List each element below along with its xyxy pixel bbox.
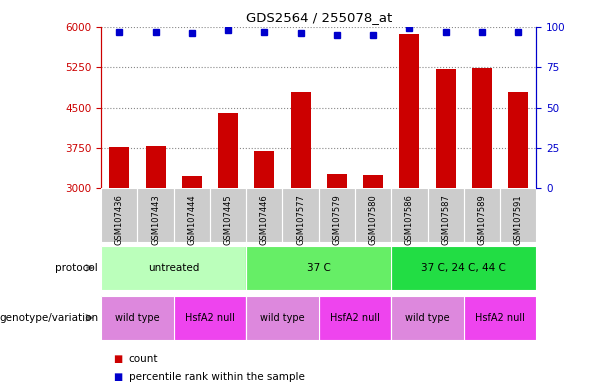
Bar bbox=[319, 296, 391, 340]
Bar bbox=[472, 68, 492, 188]
Text: protocol: protocol bbox=[55, 263, 98, 273]
Bar bbox=[246, 296, 319, 340]
Bar bbox=[283, 188, 319, 242]
Text: GSM107577: GSM107577 bbox=[296, 195, 305, 245]
Bar bbox=[182, 176, 202, 188]
Title: GDS2564 / 255078_at: GDS2564 / 255078_at bbox=[246, 11, 392, 24]
Bar bbox=[137, 188, 173, 242]
Text: HsfA2 null: HsfA2 null bbox=[330, 313, 380, 323]
Bar bbox=[400, 35, 419, 188]
Text: count: count bbox=[129, 354, 158, 364]
Bar bbox=[283, 188, 319, 242]
Bar bbox=[173, 296, 246, 340]
Bar bbox=[246, 296, 319, 340]
Bar bbox=[355, 188, 391, 242]
Bar bbox=[254, 151, 275, 188]
Text: untreated: untreated bbox=[148, 263, 199, 273]
Text: HsfA2 null: HsfA2 null bbox=[475, 313, 525, 323]
Bar bbox=[137, 188, 173, 242]
Bar bbox=[246, 246, 391, 290]
Bar bbox=[319, 296, 391, 340]
Bar bbox=[500, 188, 536, 242]
Bar bbox=[436, 69, 455, 188]
Text: GSM107579: GSM107579 bbox=[332, 195, 341, 245]
Bar bbox=[464, 188, 500, 242]
Bar bbox=[391, 296, 464, 340]
Text: GSM107580: GSM107580 bbox=[368, 195, 378, 245]
Text: wild type: wild type bbox=[405, 313, 450, 323]
Bar bbox=[210, 188, 246, 242]
Bar bbox=[101, 246, 246, 290]
Bar bbox=[109, 147, 129, 188]
Bar bbox=[101, 296, 173, 340]
Bar bbox=[246, 246, 391, 290]
Text: GSM107586: GSM107586 bbox=[405, 195, 414, 245]
Text: 37 C: 37 C bbox=[307, 263, 330, 273]
Text: GSM107445: GSM107445 bbox=[224, 195, 232, 245]
Text: wild type: wild type bbox=[115, 313, 160, 323]
Bar bbox=[101, 188, 137, 242]
Text: genotype/variation: genotype/variation bbox=[0, 313, 98, 323]
Bar bbox=[173, 296, 246, 340]
Text: ■: ■ bbox=[113, 354, 123, 364]
Text: GSM107446: GSM107446 bbox=[260, 195, 269, 245]
Text: HsfA2 null: HsfA2 null bbox=[185, 313, 235, 323]
Bar bbox=[218, 113, 238, 188]
Text: ■: ■ bbox=[113, 372, 123, 382]
Bar bbox=[246, 188, 283, 242]
Bar bbox=[428, 188, 464, 242]
Text: percentile rank within the sample: percentile rank within the sample bbox=[129, 372, 305, 382]
Bar bbox=[319, 188, 355, 242]
Text: GSM107587: GSM107587 bbox=[441, 195, 450, 245]
Bar bbox=[319, 188, 355, 242]
Bar bbox=[464, 188, 500, 242]
Text: 37 C, 24 C, 44 C: 37 C, 24 C, 44 C bbox=[421, 263, 506, 273]
Text: GSM107444: GSM107444 bbox=[188, 195, 196, 245]
Bar bbox=[173, 188, 210, 242]
Text: GSM107436: GSM107436 bbox=[115, 195, 124, 245]
Bar bbox=[428, 188, 464, 242]
Text: wild type: wild type bbox=[260, 313, 305, 323]
Bar bbox=[291, 93, 311, 188]
Bar bbox=[145, 146, 166, 188]
Bar bbox=[391, 246, 536, 290]
Bar bbox=[101, 246, 246, 290]
Bar bbox=[391, 296, 464, 340]
Bar bbox=[355, 188, 391, 242]
Bar bbox=[173, 188, 210, 242]
Bar bbox=[210, 188, 246, 242]
Bar bbox=[363, 175, 383, 188]
Text: GSM107589: GSM107589 bbox=[478, 195, 487, 245]
Text: GSM107443: GSM107443 bbox=[151, 195, 160, 245]
Bar bbox=[464, 296, 536, 340]
Bar bbox=[101, 296, 173, 340]
Text: GSM107591: GSM107591 bbox=[514, 195, 523, 245]
Bar bbox=[246, 188, 283, 242]
Bar bbox=[464, 296, 536, 340]
Bar bbox=[391, 188, 427, 242]
Bar bbox=[508, 93, 528, 188]
Bar bbox=[101, 188, 137, 242]
Bar bbox=[391, 246, 536, 290]
Bar bbox=[500, 188, 536, 242]
Bar bbox=[327, 174, 347, 188]
Bar bbox=[391, 188, 427, 242]
